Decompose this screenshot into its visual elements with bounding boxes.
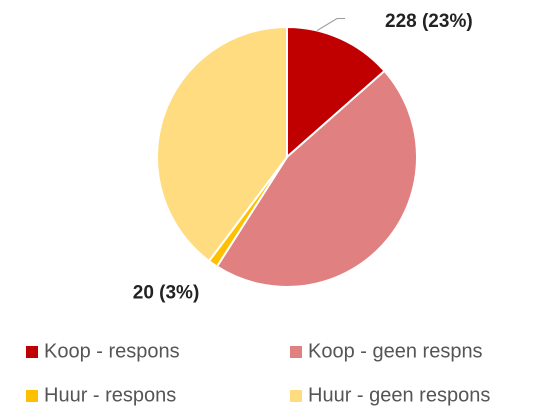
legend-swatch [26,390,38,402]
value-label: 228 (23%) [385,11,473,32]
pie-slice [286,25,386,160]
leader-line [316,18,346,31]
legend-label: Huur - respons [44,384,176,406]
value-label: 20 (3%) [133,283,200,304]
legend-label: Koop - respons [44,340,180,362]
pie-slice [215,69,418,288]
legend-swatch [290,346,302,358]
legend-swatch [26,346,38,358]
legend-label: Huur - geen respons [308,384,490,406]
legend-label: Koop - geen respns [308,340,483,362]
pie-slice [156,25,288,263]
legend-swatch [290,390,302,402]
